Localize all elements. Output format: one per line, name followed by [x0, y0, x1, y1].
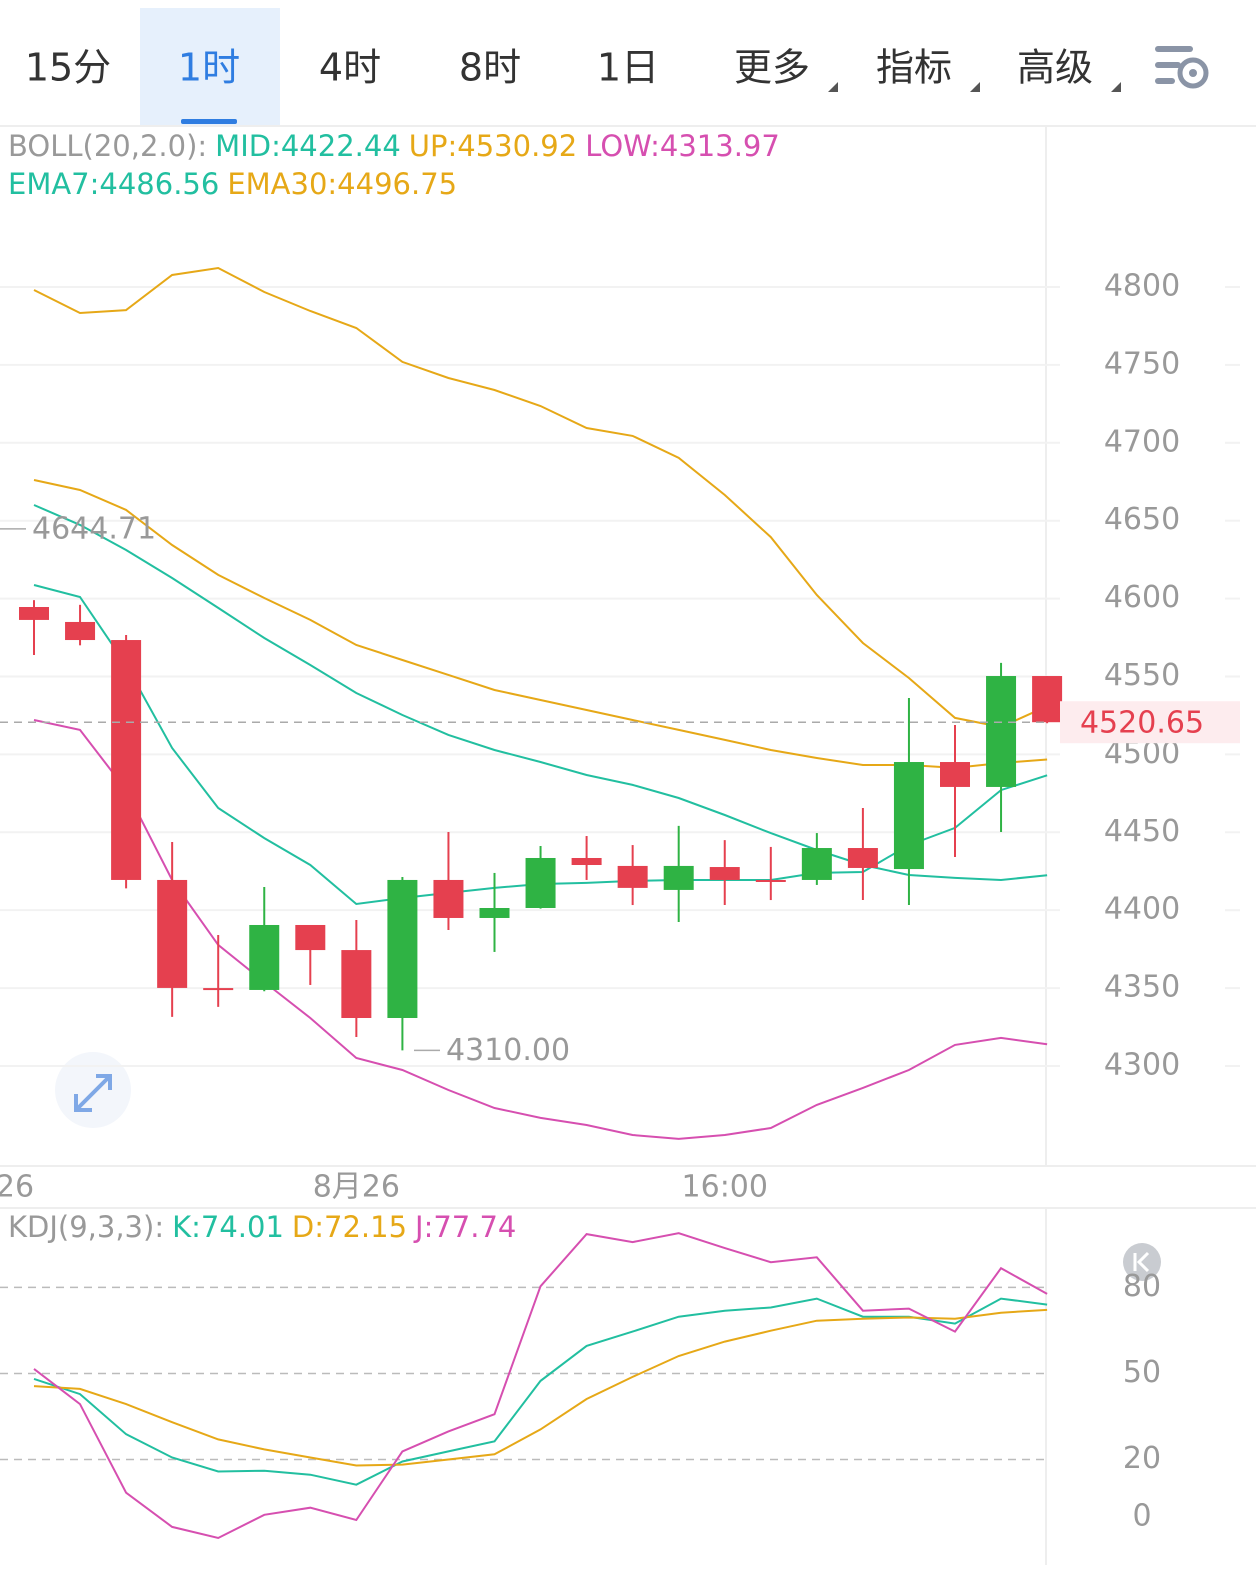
- tab-label: 指标: [876, 46, 952, 90]
- x-tick-label: 8月26: [313, 1170, 400, 1205]
- settings-icon[interactable]: [1155, 46, 1209, 89]
- selected-tab-bg: [140, 8, 280, 125]
- menu-arrow: [828, 82, 838, 92]
- indicator-line: [33, 1308, 1048, 1467]
- legend: BOLL(20,2.0): MID:4422.44 UP:4530.92 LOW:43…: [8, 129, 780, 163]
- annotation-label: 4644.71: [32, 511, 156, 546]
- legend-entry: EMA7:4486.56: [8, 167, 219, 201]
- indicator-line: [33, 479, 1048, 769]
- tab-label: 15分: [25, 46, 111, 90]
- annotation-label: 4310.00: [446, 1033, 570, 1068]
- y-tick-label: 4800: [1104, 269, 1180, 304]
- candle-body: [617, 865, 648, 888]
- indicator-line: [33, 504, 1048, 882]
- candle-body: [571, 857, 602, 866]
- tab[interactable]: 更多: [734, 46, 838, 93]
- candle-body: [203, 988, 234, 991]
- y-tick-label: 4600: [1104, 580, 1180, 615]
- indicator-line: [33, 266, 1048, 729]
- y-tick-label: 4750: [1104, 346, 1180, 381]
- candle-body: [940, 762, 970, 787]
- y-tick-label: 0: [1132, 1498, 1151, 1533]
- tab-label: 8时: [459, 46, 521, 90]
- tab-label: 更多: [734, 46, 810, 90]
- legend-title: BOLL(20,2.0):: [8, 129, 207, 163]
- candle-body: [755, 879, 786, 882]
- last-price-tag: [1060, 701, 1240, 744]
- tab-label: 4时: [319, 46, 381, 90]
- indicator-line: [33, 1297, 1048, 1486]
- y-tick-label: 4650: [1104, 502, 1180, 537]
- indicator-line: [33, 1232, 1048, 1540]
- legend: KDJ(9,3,3): K:74.01 D:72.15 J:77.74: [8, 1210, 516, 1244]
- y-tick-label: 4350: [1104, 970, 1180, 1005]
- candle-body: [295, 924, 326, 951]
- candle-body: [893, 762, 924, 870]
- candle-body: [525, 857, 556, 909]
- y-tick-label: 20: [1123, 1441, 1161, 1476]
- legend-entry: LOW:4313.97: [585, 129, 780, 163]
- legend-title: KDJ(9,3,3):: [8, 1210, 164, 1244]
- legend-entry: K:74.01: [172, 1210, 284, 1244]
- tab-label: 高级: [1017, 46, 1093, 90]
- candle-body: [801, 848, 832, 880]
- y-tick-label: 4550: [1104, 658, 1180, 693]
- tab[interactable]: 1日: [597, 46, 659, 90]
- tab[interactable]: 1时: [178, 46, 240, 125]
- expand-button[interactable]: [55, 1052, 131, 1128]
- scroll-latest-button[interactable]: [1123, 1243, 1161, 1281]
- legend-entry: D:72.15: [292, 1210, 407, 1244]
- candle-body: [19, 607, 49, 620]
- legend-entry: J:77.74: [413, 1210, 516, 1244]
- last-price-label: 4520.65: [1080, 706, 1204, 741]
- candle-body: [847, 848, 878, 868]
- candle-body: [249, 924, 280, 990]
- candle-body: [986, 676, 1017, 787]
- menu-arrow: [970, 82, 980, 92]
- legend-entry: UP:4530.92: [409, 129, 577, 163]
- candle-body: [387, 879, 418, 1018]
- candle-body: [709, 867, 740, 880]
- menu-arrow: [1111, 82, 1121, 92]
- tab[interactable]: 高级: [1017, 46, 1121, 93]
- candle-body: [433, 879, 464, 918]
- candle-body: [157, 879, 188, 988]
- x-tick-label: 26: [0, 1170, 34, 1205]
- tab[interactable]: 4时: [319, 46, 381, 90]
- tab[interactable]: 指标: [876, 46, 980, 93]
- y-tick-label: 4450: [1104, 814, 1180, 849]
- y-tick-label: 50: [1123, 1355, 1161, 1390]
- candle-body: [663, 865, 694, 890]
- legend-entry: EMA30:4496.75: [227, 167, 457, 201]
- x-tick-label: 16:00: [682, 1170, 768, 1205]
- y-tick-label: 4700: [1104, 424, 1180, 459]
- legend-entry: MID:4422.44: [215, 129, 401, 163]
- y-tick-label: 80: [1123, 1269, 1161, 1304]
- indicator-line: [33, 719, 1048, 1140]
- candle-body: [111, 640, 142, 880]
- candle-body: [65, 621, 96, 641]
- y-tick-label: 4400: [1104, 892, 1180, 927]
- candle-body: [341, 950, 372, 1018]
- y-tick-label: 4300: [1104, 1047, 1180, 1082]
- tab-label: 1时: [178, 46, 240, 90]
- legend: EMA7:4486.56 EMA30:4496.75: [8, 167, 457, 201]
- candle-body: [1032, 676, 1063, 723]
- tab[interactable]: 8时: [459, 46, 521, 90]
- candle-body: [479, 908, 510, 918]
- tab[interactable]: 15分: [25, 46, 111, 90]
- tab-label: 1日: [597, 46, 659, 90]
- tab-indicator: [181, 119, 237, 124]
